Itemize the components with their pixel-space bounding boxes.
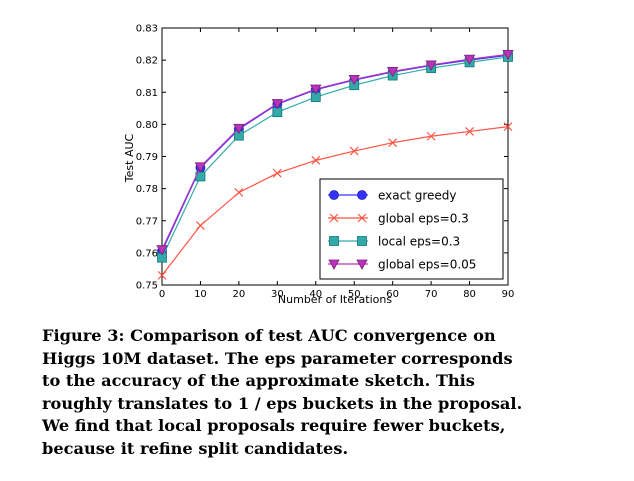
legend-box [319, 178, 504, 280]
legend-marker [357, 213, 367, 223]
legend-label: global eps=0.05 [378, 258, 476, 272]
data-point [157, 270, 167, 280]
x-marker-stroke [426, 131, 436, 141]
caption-line: Higgs 10M dataset. The eps parameter cor… [42, 348, 513, 368]
data-point [194, 162, 207, 173]
legend-label: local eps=0.3 [378, 235, 460, 249]
y-tick-label: 0.79 [136, 152, 158, 163]
series-line [161, 53, 509, 250]
data-point [425, 60, 437, 71]
x-tick-label: 30 [271, 289, 284, 300]
series-global-eps-0-05 [156, 49, 514, 256]
data-point [503, 122, 513, 132]
series-global-eps-0-3 [157, 122, 513, 280]
x-tick-label: 20 [233, 289, 246, 300]
x-marker-stroke [329, 213, 339, 223]
y-tick-label: 0.78 [136, 184, 158, 195]
x-marker-stroke [349, 146, 359, 156]
data-point [271, 99, 284, 110]
x-marker-stroke [157, 270, 167, 280]
y-tick-label: 0.80 [136, 120, 158, 131]
data-point [386, 66, 399, 78]
x-axis-label: Number of Iterations [278, 293, 392, 306]
x-tick-label: 50 [348, 289, 361, 300]
caption-line: because it refine split candidates. [42, 438, 349, 458]
legend-marker [329, 236, 339, 246]
legend-label: global eps=0.3 [378, 212, 469, 226]
x-marker-stroke [234, 188, 244, 197]
x-marker-stroke [311, 155, 321, 165]
x-tick-label: 40 [309, 289, 322, 300]
series-line [161, 56, 509, 258]
y-axis-label: Test AUC [123, 133, 136, 183]
figure-caption: Figure 3: Comparison of test AUC converg… [42, 325, 602, 461]
data-point [196, 221, 205, 230]
series-line [161, 126, 509, 276]
data-point [426, 131, 436, 141]
data-point [272, 168, 282, 178]
x-tick-label: 60 [386, 289, 399, 300]
legend-marker [329, 213, 339, 223]
legend-marker [357, 190, 367, 200]
data-point [310, 84, 322, 95]
data-point [233, 123, 245, 135]
caption-line: to the accuracy of the approximate sketc… [42, 371, 475, 391]
x-tick-label: 0 [159, 289, 165, 300]
series-layer [156, 49, 514, 280]
y-tick-label: 0.76 [136, 248, 158, 259]
x-marker-stroke [465, 127, 474, 136]
legend: exact greedy global eps=0.3 local eps=0.3 g… [319, 178, 504, 280]
legend-marker [357, 236, 367, 246]
data-point [465, 127, 474, 136]
legend-marker [328, 259, 340, 270]
series-line [161, 54, 509, 252]
auc-line-chart: 0 10 20 30 40 50 60 70 80 90 0.75 0.76 0.77 0.78 0.79 0… [123, 24, 515, 307]
legend-item: exact greedy [328, 189, 457, 203]
data-point [463, 54, 476, 65]
y-tick-label: 0.77 [136, 216, 158, 227]
legend-marker [329, 190, 339, 200]
legend-item: global eps=0.05 [328, 258, 476, 272]
data-point [348, 75, 360, 86]
y-tick-label: 0.75 [136, 281, 158, 292]
data-point [388, 138, 398, 148]
data-point [234, 188, 244, 197]
x-tick-label: 10 [194, 289, 207, 300]
x-marker-stroke [388, 138, 398, 148]
y-tick-label: 0.83 [136, 24, 158, 35]
y-tick-label: 0.82 [136, 56, 158, 67]
data-point [502, 49, 514, 61]
caption-line: Figure 3: Comparison of test AUC converg… [42, 326, 496, 345]
data-point [349, 146, 359, 156]
x-marker-stroke [196, 221, 205, 230]
x-tick-label: 90 [502, 289, 515, 300]
caption-line: roughly translates to 1 / eps buckets in… [42, 393, 523, 413]
legend-item: global eps=0.3 [328, 212, 469, 226]
caption-line: We find that local proposals require few… [42, 416, 506, 436]
x-marker-stroke [503, 122, 513, 132]
x-tick-label: 70 [425, 289, 438, 300]
x-tick-label: 80 [463, 289, 476, 300]
y-tick-label: 0.81 [136, 88, 158, 99]
legend-marker [356, 259, 368, 270]
axes-frame: 0 10 20 30 40 50 60 70 80 90 0.75 0.76 0.77 0.78 0.79 0… [136, 24, 515, 301]
legend-item: local eps=0.3 [328, 235, 460, 249]
data-point [156, 245, 168, 256]
x-marker-stroke [357, 213, 367, 223]
legend-label: exact greedy [378, 189, 457, 203]
x-marker-stroke [272, 168, 282, 178]
data-point [311, 155, 321, 165]
